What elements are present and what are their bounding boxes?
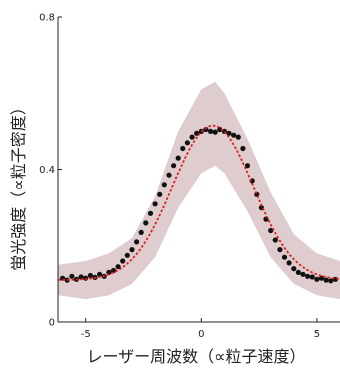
data-point	[272, 237, 278, 243]
data-point	[286, 260, 292, 266]
x-tick-label: -5	[81, 329, 91, 340]
y-tick-label: 0	[49, 318, 55, 329]
data-point	[314, 276, 320, 282]
data-point	[97, 271, 103, 277]
data-point	[87, 272, 93, 279]
data-point	[184, 140, 190, 146]
data-point	[166, 172, 172, 178]
data-point	[124, 252, 130, 258]
y-axis-title: 蛍光強度（∝粒子密度）	[9, 99, 28, 270]
confidence-band-layer	[58, 81, 340, 300]
data-point	[129, 247, 135, 253]
data-point	[226, 130, 232, 136]
data-point	[277, 247, 283, 253]
data-point	[120, 258, 126, 264]
data-point	[115, 264, 121, 270]
confidence-band	[58, 81, 340, 300]
data-point	[157, 191, 163, 197]
data-point	[138, 229, 144, 235]
data-point	[110, 267, 117, 274]
data-point	[240, 145, 246, 152]
data-point	[318, 275, 325, 281]
data-point	[295, 269, 301, 275]
fit-curve	[57, 124, 340, 281]
data-point	[180, 145, 186, 152]
x-axis-title: レーザー周波数（∝粒子速度）	[86, 347, 305, 366]
data-point	[212, 129, 218, 135]
data-point	[161, 182, 167, 188]
data-point	[175, 155, 181, 161]
data-point	[69, 273, 75, 279]
data-point	[309, 274, 315, 280]
data-point	[106, 269, 112, 275]
data-point	[208, 128, 214, 134]
y-tick-label: 0.8	[39, 13, 55, 24]
data-point	[323, 277, 329, 283]
data-point	[281, 254, 288, 260]
data-point	[143, 220, 149, 226]
data-point	[328, 278, 334, 284]
data-point	[235, 134, 241, 140]
x-tick-label: 0	[198, 329, 204, 340]
y-tick-label: 0.4	[39, 165, 55, 176]
data-point	[147, 210, 154, 216]
data-point	[171, 163, 177, 169]
data-point	[305, 273, 311, 279]
axes-layer: 0 0.4 0.8 -5 0 5	[39, 13, 340, 340]
data-point	[244, 163, 251, 169]
data-point	[134, 239, 140, 245]
data-point	[189, 134, 195, 140]
data-point	[231, 132, 237, 138]
fit-curve-layer	[57, 124, 340, 281]
data-point	[291, 266, 297, 272]
data-point	[300, 271, 306, 277]
data-point	[152, 201, 158, 207]
data-point	[268, 227, 274, 234]
x-tick-label: 5	[314, 329, 320, 340]
